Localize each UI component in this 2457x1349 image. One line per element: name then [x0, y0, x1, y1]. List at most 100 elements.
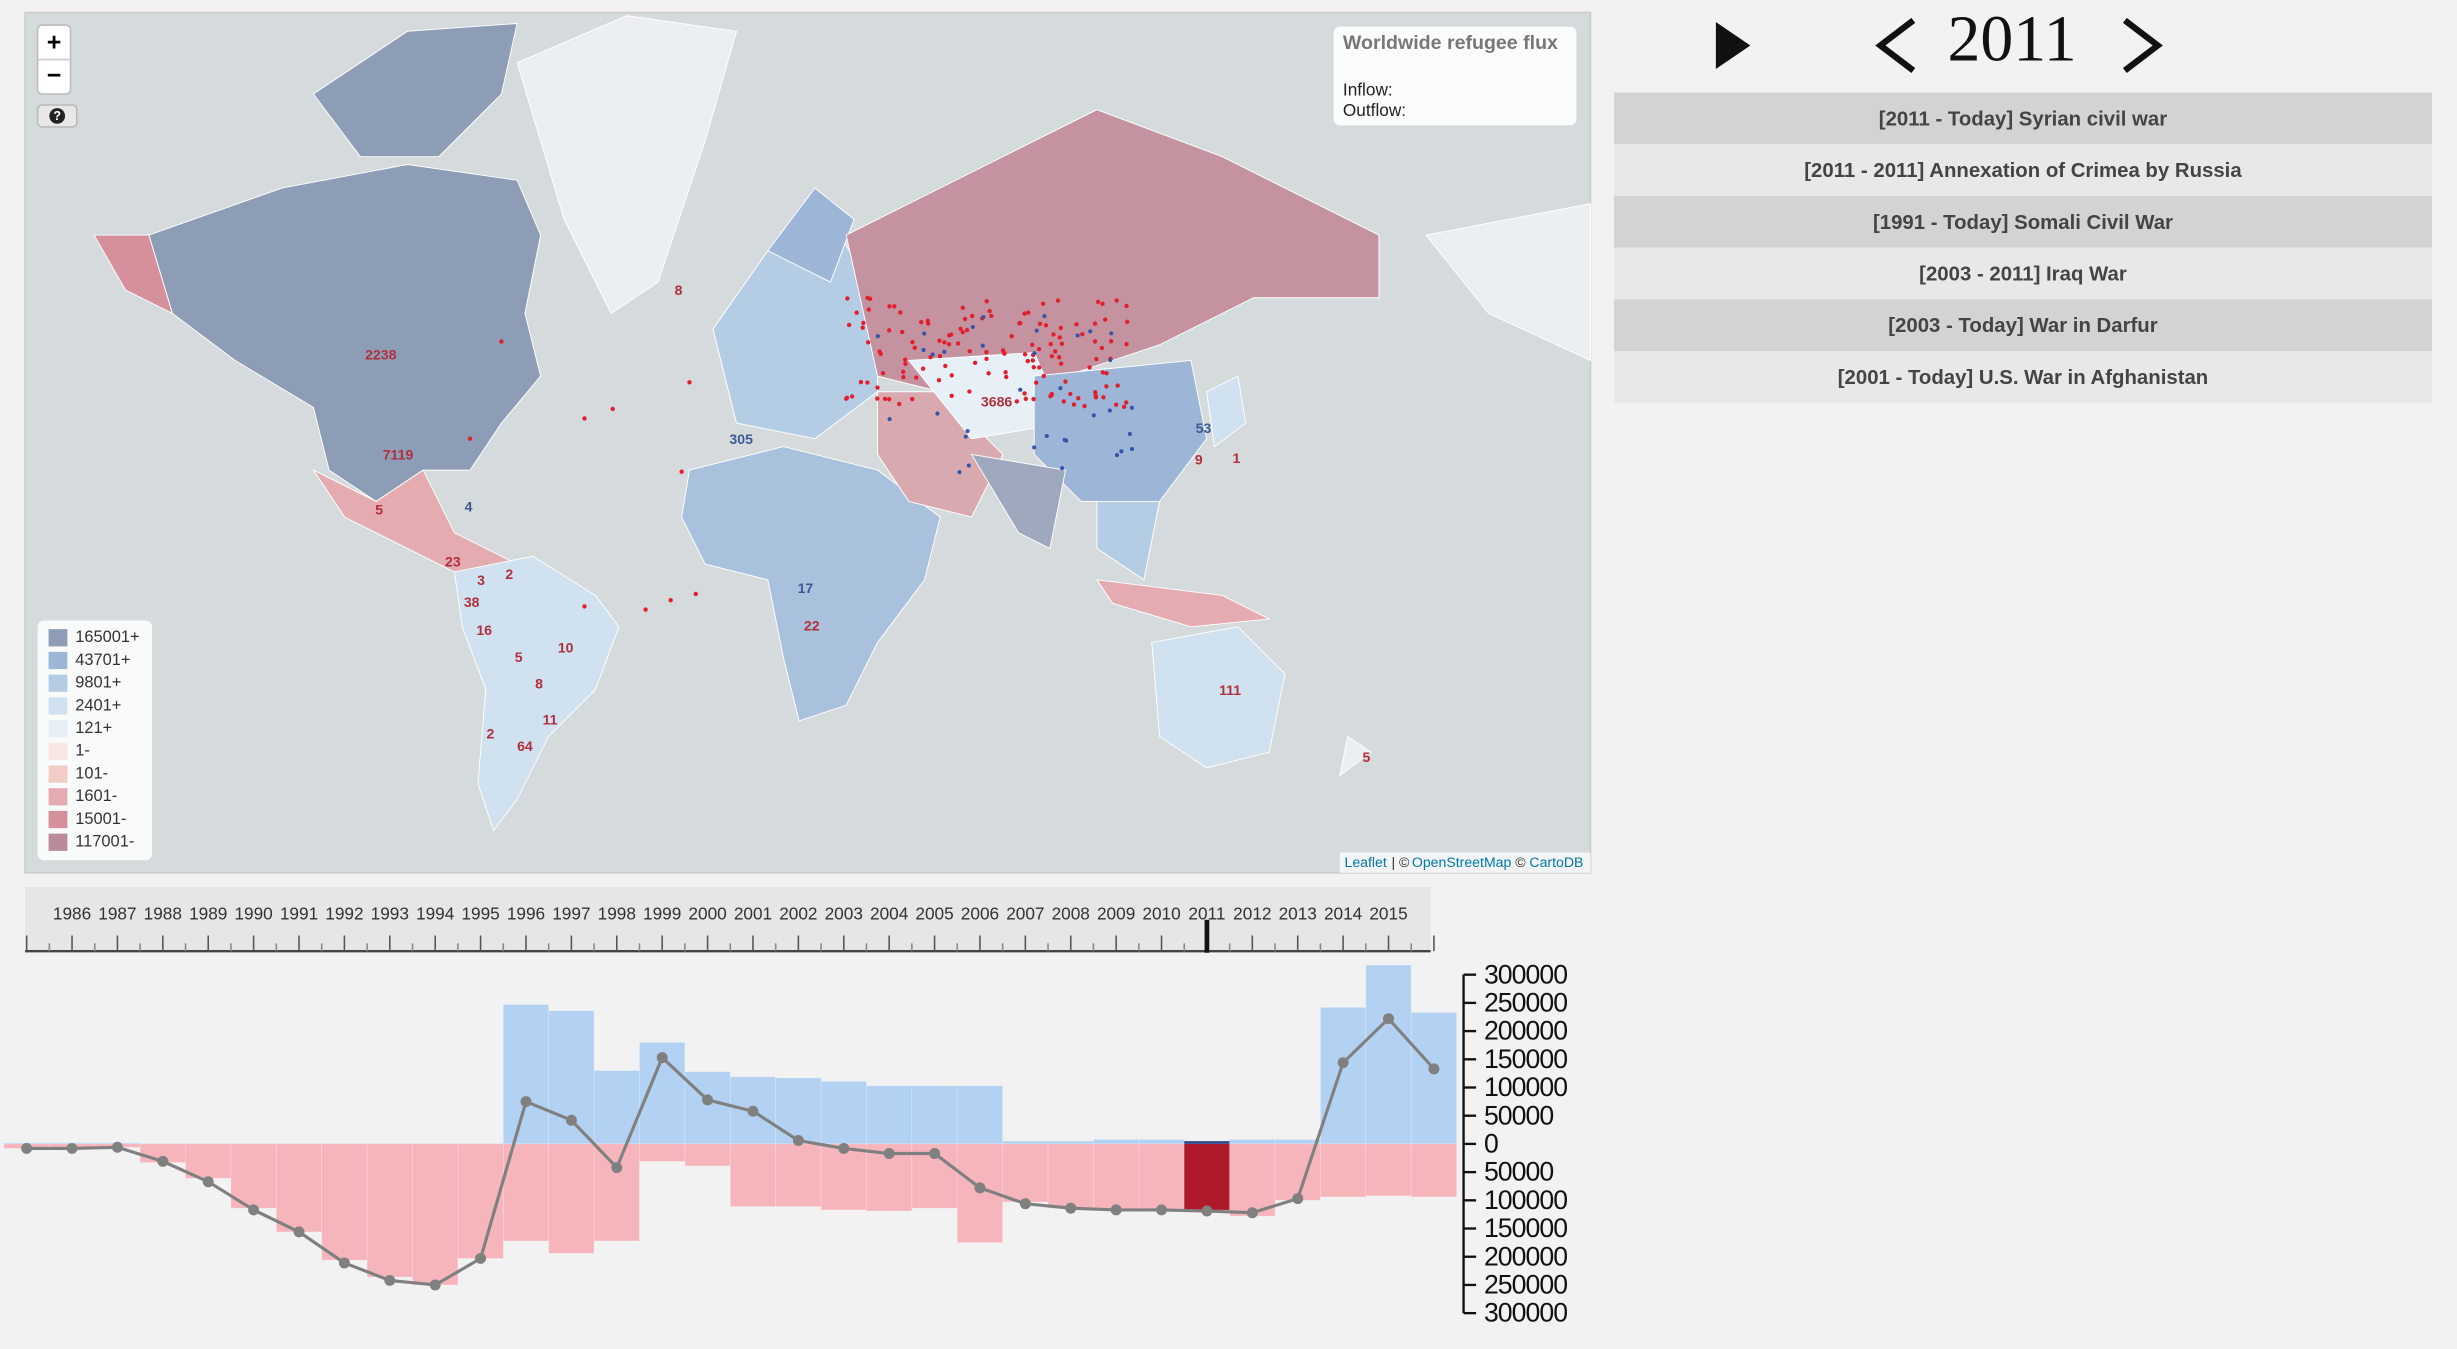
bar	[502, 1143, 550, 1242]
attribution-carto[interactable]: CartoDB	[1529, 854, 1583, 870]
zoom-in[interactable]: +	[47, 29, 62, 57]
flow-dot	[687, 380, 692, 385]
flow-dot	[875, 385, 880, 390]
flow-dot	[1058, 325, 1064, 331]
flow-dot	[845, 296, 850, 301]
flow-dot	[1032, 445, 1037, 450]
flow-dot	[1107, 408, 1112, 413]
conflict-item[interactable]: [2003 - 2011] Iraq War	[1614, 247, 2432, 300]
flow-dot	[1042, 314, 1047, 319]
attribution-osm[interactable]: OpenStreetMap	[1412, 854, 1512, 870]
map-label: 23	[445, 553, 461, 569]
info-box	[1333, 26, 1577, 126]
flow-dot	[1004, 374, 1009, 380]
flow-dot	[1115, 383, 1120, 388]
flow-dot	[861, 320, 866, 326]
map-label: 2	[487, 726, 495, 742]
conflict-item[interactable]: [2011 - 2011] Annexation of Crimea by Ru…	[1614, 144, 2432, 196]
flow-dot	[880, 370, 886, 376]
flow-dot	[866, 307, 872, 312]
attribution-leaflet[interactable]: Leaflet	[1344, 854, 1386, 870]
bar	[275, 1143, 323, 1233]
flow-dot	[877, 349, 882, 354]
legend-label: 101-	[75, 764, 108, 782]
flow-dot	[679, 469, 684, 474]
timeline-year: 2013	[1279, 904, 1317, 924]
zoom-out[interactable]: −	[47, 61, 62, 89]
flow-dot	[1018, 387, 1023, 392]
info-outflow: Outflow:	[1343, 100, 1406, 120]
flow-dot	[1109, 331, 1114, 336]
help-label[interactable]: ?	[53, 109, 61, 123]
flow-dot	[1119, 449, 1124, 454]
flow-dot	[1100, 370, 1106, 375]
flow-dot	[1092, 321, 1098, 326]
flow-dot	[960, 305, 965, 310]
map-label: 5	[515, 649, 523, 665]
conflict-item[interactable]: [2001 - Today] U.S. War in Afghanistan	[1614, 351, 2432, 403]
timeline-year: 1996	[507, 904, 545, 924]
net-point	[792, 1135, 804, 1147]
timeline-year: 2006	[961, 904, 999, 924]
play-button[interactable]	[1715, 21, 1751, 69]
year-display: 2011	[1947, 3, 2076, 76]
next-year[interactable]	[2122, 17, 2163, 74]
bar	[1229, 1143, 1276, 1217]
conflict-item[interactable]: [1991 - Today] Somali Civil War	[1614, 195, 2432, 248]
conflict-item[interactable]: [2003 - Today] War in Darfur	[1614, 299, 2432, 352]
flow-dot	[969, 313, 975, 319]
net-point	[1156, 1204, 1168, 1216]
flow-dot	[865, 380, 870, 385]
flow-dot	[1051, 332, 1056, 337]
flow-dot	[947, 333, 952, 338]
net-point	[475, 1252, 487, 1264]
bar	[230, 1143, 277, 1209]
flow-dot	[912, 345, 917, 350]
bar	[1002, 1143, 1049, 1203]
legend-label: 1-	[75, 742, 90, 760]
legend-label: 1601-	[75, 787, 117, 805]
net-point	[747, 1105, 759, 1117]
bar	[775, 1077, 822, 1145]
flow-dot	[1094, 356, 1099, 362]
map-label: 64	[517, 738, 533, 754]
flow-dot	[1082, 403, 1087, 409]
net-line	[26, 1016, 1436, 1287]
net-point	[1428, 1063, 1440, 1075]
bar	[412, 1143, 459, 1286]
bar	[1229, 1139, 1276, 1145]
flow-dot	[1037, 321, 1043, 327]
timeline[interactable]	[25, 886, 1431, 952]
net-point	[838, 1142, 850, 1154]
map-label: 11	[543, 712, 558, 728]
flow-dot	[965, 429, 970, 434]
flow-dot	[937, 353, 943, 359]
attribution-box	[1339, 852, 1591, 873]
timeline-year: 1988	[144, 904, 182, 924]
conflict-item[interactable]: [2011 - Today] Syrian civil war	[1614, 92, 2432, 145]
flow-dot	[970, 325, 975, 330]
map-label: 2238	[365, 346, 397, 362]
y-tick-label: 150000	[1484, 1044, 1567, 1074]
flow-dot	[1041, 373, 1047, 379]
map-label: 8	[535, 675, 543, 691]
legend-swatch	[48, 651, 68, 670]
bar	[684, 1071, 731, 1145]
flow-dot	[1100, 301, 1105, 306]
flow-dot	[1025, 358, 1030, 364]
timeline-year: 1994	[416, 904, 455, 924]
flow-dot	[920, 366, 926, 371]
flow-dot	[1000, 348, 1006, 353]
flow-dot	[910, 396, 915, 402]
timeline-year: 1999	[643, 904, 681, 924]
flow-dot	[1075, 333, 1080, 338]
flow-dot	[955, 341, 961, 346]
bar	[775, 1143, 822, 1207]
prev-year[interactable]	[1875, 17, 1916, 74]
flow-dot	[919, 319, 924, 325]
legend-swatch	[48, 720, 68, 738]
timeline-year: 2015	[1369, 904, 1407, 924]
